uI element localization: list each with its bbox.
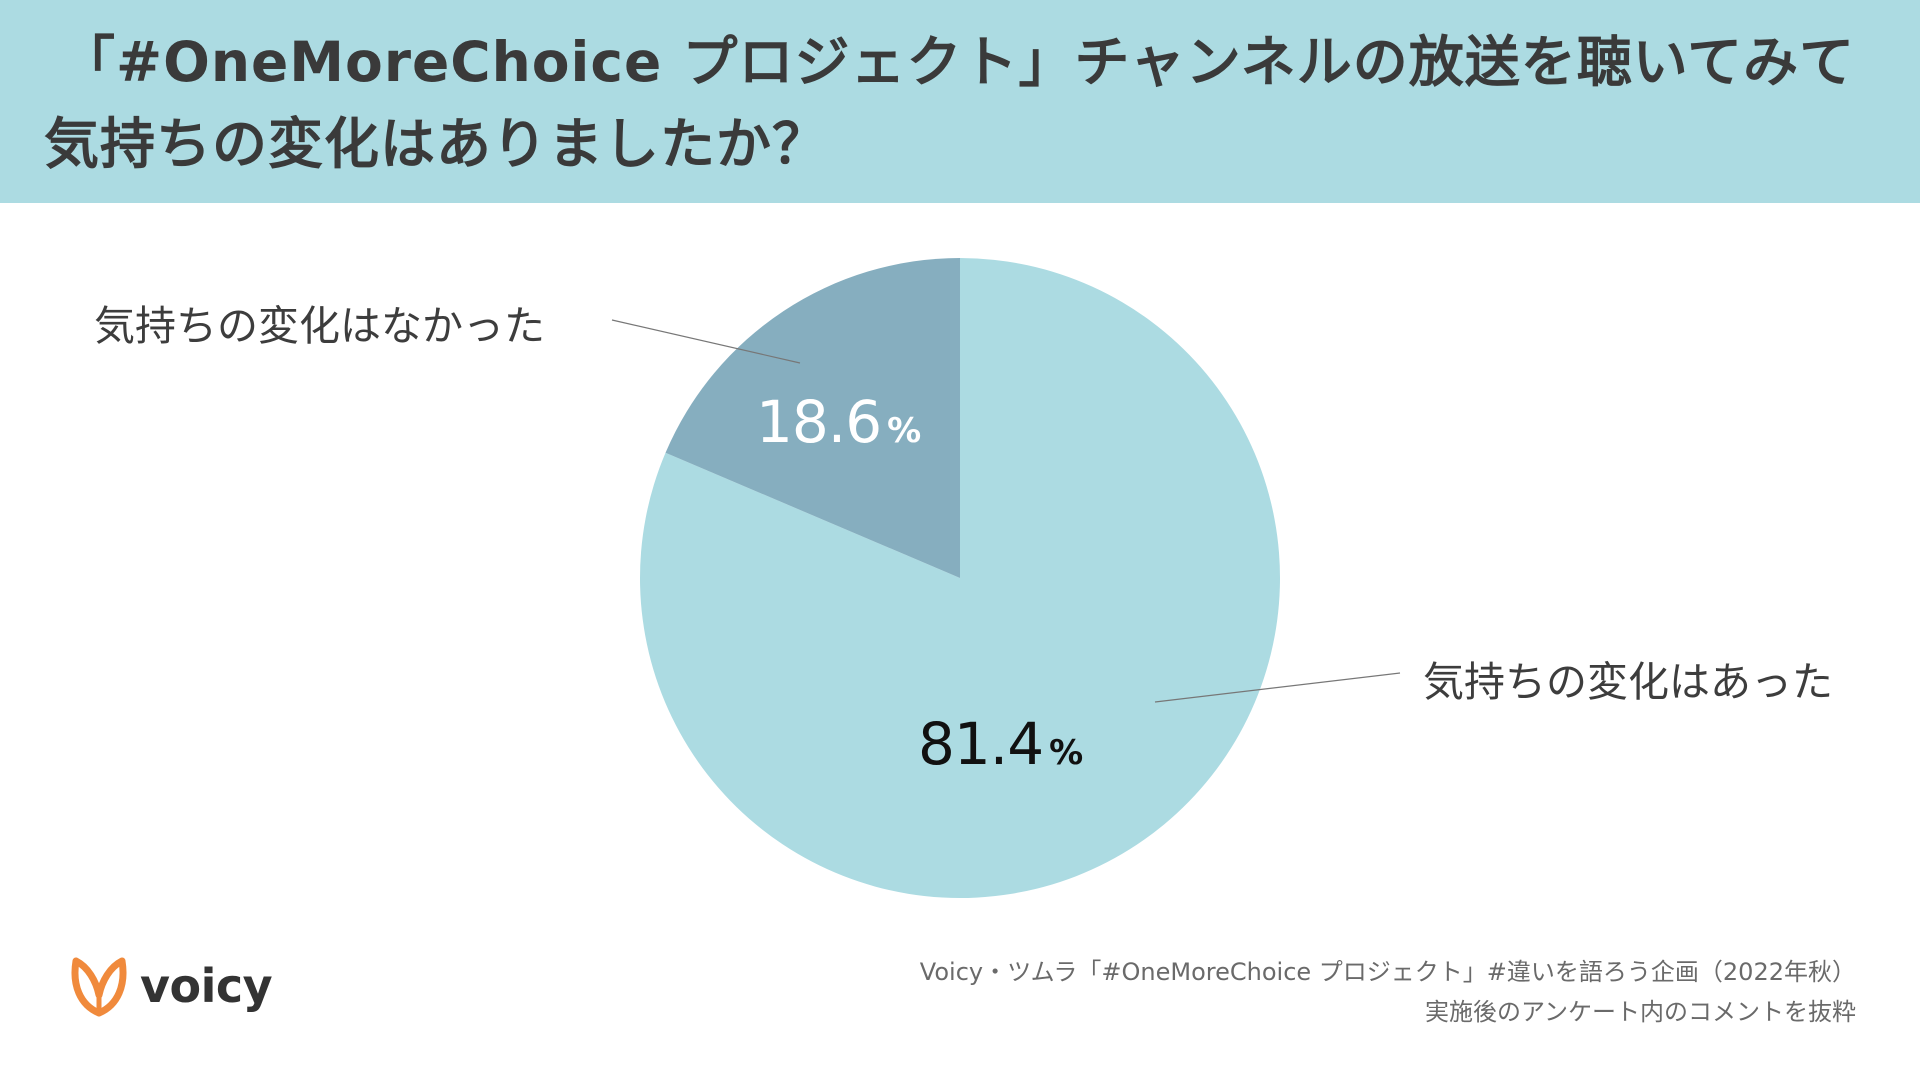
leader-line-unchanged [611,319,801,364]
source-note-line-1: Voicy・ツムラ「#OneMoreChoice プロジェクト」#違いを語ろう企… [919,958,1856,986]
pie-slice-unchanged [665,258,960,578]
data-label-unchanged-value: 18.6 [756,388,882,456]
voicy-leaf-icon [71,957,127,1017]
source-note: Voicy・ツムラ「#OneMoreChoice プロジェクト」#違いを語ろう企… [920,952,1856,1032]
data-label-unchanged: 18.6% [756,388,921,456]
pie-slice-changed [640,258,1281,899]
voicy-wordmark: voicy [140,959,273,1013]
data-label-changed-unit: % [1049,733,1084,773]
slice-label-unchanged: 気持ちの変化はなかった [94,302,545,350]
data-label-unchanged-unit: % [887,411,922,451]
chart-title-line-1: 「#OneMoreChoice プロジェクト」チャンネルの放送を聴いてみて [60,30,1856,94]
title-banner: 「#OneMoreChoice プロジェクト」チャンネルの放送を聴いてみて 気持… [0,0,1920,203]
source-note-line-2: 実施後のアンケート内のコメントを抜粋 [1424,998,1856,1026]
slice-label-changed: 気持ちの変化はあった [1423,658,1833,706]
data-label-changed-value: 81.4 [918,710,1044,778]
chart-title-line-2: 気持ちの変化はありましたか？ [44,112,829,176]
voicy-logo: voicy [66,955,273,1017]
leader-line-changed [1154,672,1401,703]
data-label-changed: 81.4% [918,710,1083,778]
